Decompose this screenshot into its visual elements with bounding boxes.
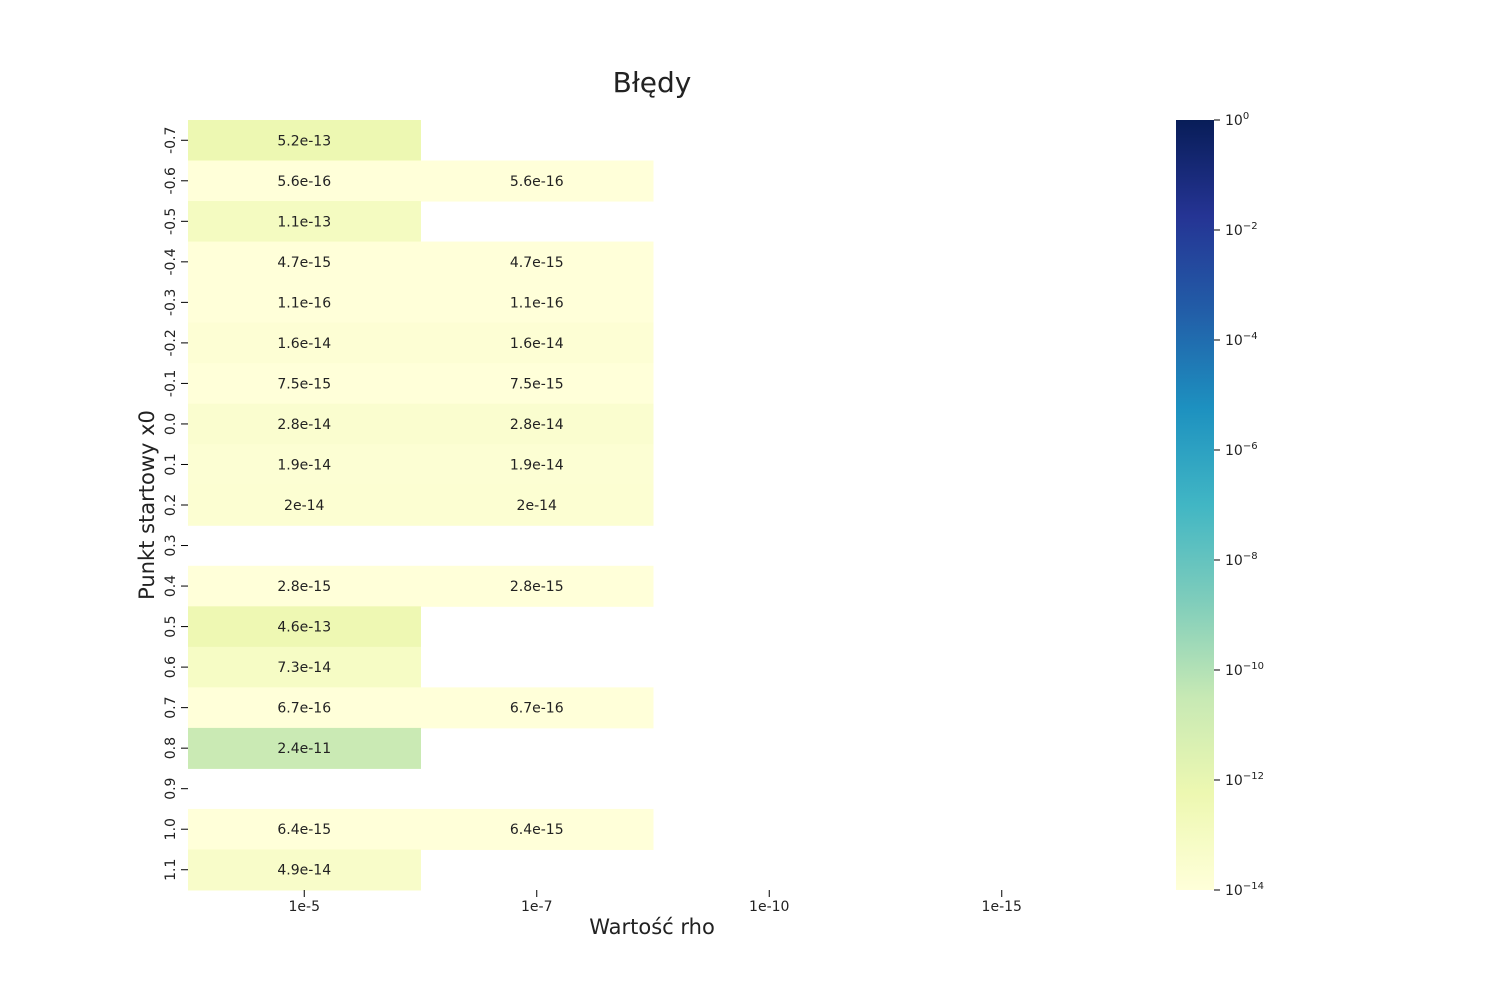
x-tick-label: 1e-5 [289, 899, 320, 915]
colorbar: 100 10−2 10−4 10−6 10−8 10−10 10−12 10−14 [1176, 111, 1264, 899]
y-tick-label: 0.7 [163, 696, 179, 718]
cell-annotation: 4.6e-13 [277, 620, 331, 636]
x-axis: 1e-5 1e-7 1e-10 1e-15 [289, 890, 1022, 915]
heatmap-cell [188, 484, 421, 526]
chart-title: Błędy [613, 66, 692, 99]
y-tick-label: -0.7 [163, 127, 179, 154]
heatmap-cells [188, 120, 654, 891]
colorbar-tick-label: 10−8 [1225, 551, 1258, 569]
y-tick-label: 0.8 [163, 737, 179, 759]
heatmap-cell [188, 201, 421, 243]
heatmap-cell [420, 687, 654, 729]
colorbar-tick-label: 100 [1225, 111, 1249, 129]
cell-annotation: 2.4e-11 [277, 741, 331, 757]
cell-annotation: 1.1e-16 [277, 295, 331, 311]
colorbar-tick-label: 10−6 [1225, 441, 1258, 459]
heatmap-cell [420, 363, 654, 405]
heatmap-cell [188, 808, 421, 850]
y-axis-label: Punkt startowy x0 [135, 410, 159, 600]
y-tick-label: 1.1 [163, 859, 179, 881]
heatmap-cell [188, 687, 421, 729]
heatmap-cell [420, 322, 654, 364]
heatmap-cell [420, 160, 654, 202]
colorbar-gradient [1176, 120, 1214, 890]
cell-annotation: 2.8e-15 [510, 579, 564, 595]
cell-annotation: 2.8e-15 [277, 579, 331, 595]
y-tick-label: 0.2 [163, 494, 179, 516]
cell-annotation: 6.7e-16 [277, 701, 331, 717]
x-tick-label: 1e-7 [521, 899, 552, 915]
heatmap-cell [188, 241, 421, 283]
cell-annotation: 5.6e-16 [510, 174, 564, 190]
heatmap-cell [420, 444, 654, 486]
heatmap-cell [188, 444, 421, 486]
heatmap-cell [420, 403, 654, 445]
heatmap-cell [420, 282, 654, 324]
cell-annotation: 6.7e-16 [510, 701, 564, 717]
cell-annotation: 4.7e-15 [277, 255, 331, 271]
cell-annotation: 7.5e-15 [277, 376, 331, 392]
x-axis-label: Wartość rho [589, 915, 715, 939]
cell-annotation: 2.8e-14 [510, 417, 564, 433]
heatmap-cell [188, 322, 421, 364]
cell-annotation: 4.7e-15 [510, 255, 564, 271]
cell-annotations: 5.2e-13 5.6e-16 5.6e-16 1.1e-13 4.7e-15 4.7e-… [277, 133, 563, 878]
y-tick-label: 0.3 [163, 534, 179, 556]
cell-annotation: 1.6e-14 [510, 336, 564, 352]
cell-annotation: 6.4e-15 [277, 822, 331, 838]
heatmap-cell [188, 565, 421, 607]
y-axis: -0.7 -0.6 -0.5 -0.4 -0.3 -0.2 -0.1 0.0 0.1 0.2 0.3… [163, 127, 188, 881]
heatmap-cell [188, 646, 421, 688]
heatmap-cell [188, 160, 421, 202]
y-tick-label: -0.2 [163, 329, 179, 356]
heatmap-cell [188, 120, 421, 162]
cell-annotation: 2e-14 [284, 498, 324, 514]
cell-annotation: 2.8e-14 [277, 417, 331, 433]
colorbar-tick-label: 10−2 [1225, 221, 1258, 239]
y-tick-label: 0.0 [163, 413, 179, 435]
heatmap-cell [420, 241, 654, 283]
y-tick-label: -0.4 [163, 248, 179, 275]
colorbar-tick-label: 10−14 [1225, 881, 1264, 899]
heatmap-cell [188, 606, 421, 648]
colorbar-tick-label: 10−12 [1225, 771, 1264, 789]
cell-annotation: 1.1e-13 [277, 214, 331, 230]
cell-annotation: 7.5e-15 [510, 376, 564, 392]
heatmap-cell [188, 403, 421, 445]
cell-annotation: 1.9e-14 [510, 457, 564, 473]
x-tick-label: 1e-10 [749, 899, 789, 915]
cell-annotation: 7.3e-14 [277, 660, 331, 676]
y-tick-label: 0.4 [163, 575, 179, 597]
heatmap-cell [420, 808, 654, 850]
cell-annotation: 1.1e-16 [510, 295, 564, 311]
heatmap-cell [188, 282, 421, 324]
y-tick-label: 1.0 [163, 818, 179, 840]
y-tick-label: 0.6 [163, 656, 179, 678]
y-tick-label: -0.3 [163, 289, 179, 316]
cell-annotation: 1.6e-14 [277, 336, 331, 352]
cell-annotation: 4.9e-14 [277, 863, 331, 879]
cell-annotation: 1.9e-14 [277, 457, 331, 473]
y-tick-label: 0.1 [163, 453, 179, 475]
colorbar-ticks: 100 10−2 10−4 10−6 10−8 10−10 10−12 10−14 [1214, 111, 1264, 899]
y-tick-label: -0.1 [163, 370, 179, 397]
x-tick-label: 1e-15 [982, 899, 1022, 915]
cell-annotation: 5.2e-13 [277, 133, 331, 149]
y-tick-label: 0.9 [163, 778, 179, 800]
cell-annotation: 6.4e-15 [510, 822, 564, 838]
y-tick-label: 0.5 [163, 615, 179, 637]
heatmap-cell [188, 849, 421, 891]
heatmap-cell [188, 363, 421, 405]
cell-annotation: 2e-14 [517, 498, 557, 514]
cell-annotation: 5.6e-16 [277, 174, 331, 190]
colorbar-tick-label: 10−4 [1225, 331, 1258, 349]
y-tick-label: -0.5 [163, 208, 179, 235]
colorbar-tick-label: 10−10 [1225, 661, 1264, 679]
y-tick-label: -0.6 [163, 167, 179, 194]
heatmap-cell [188, 727, 421, 769]
heatmap-cell [420, 484, 654, 526]
heatmap-cell [420, 565, 654, 607]
